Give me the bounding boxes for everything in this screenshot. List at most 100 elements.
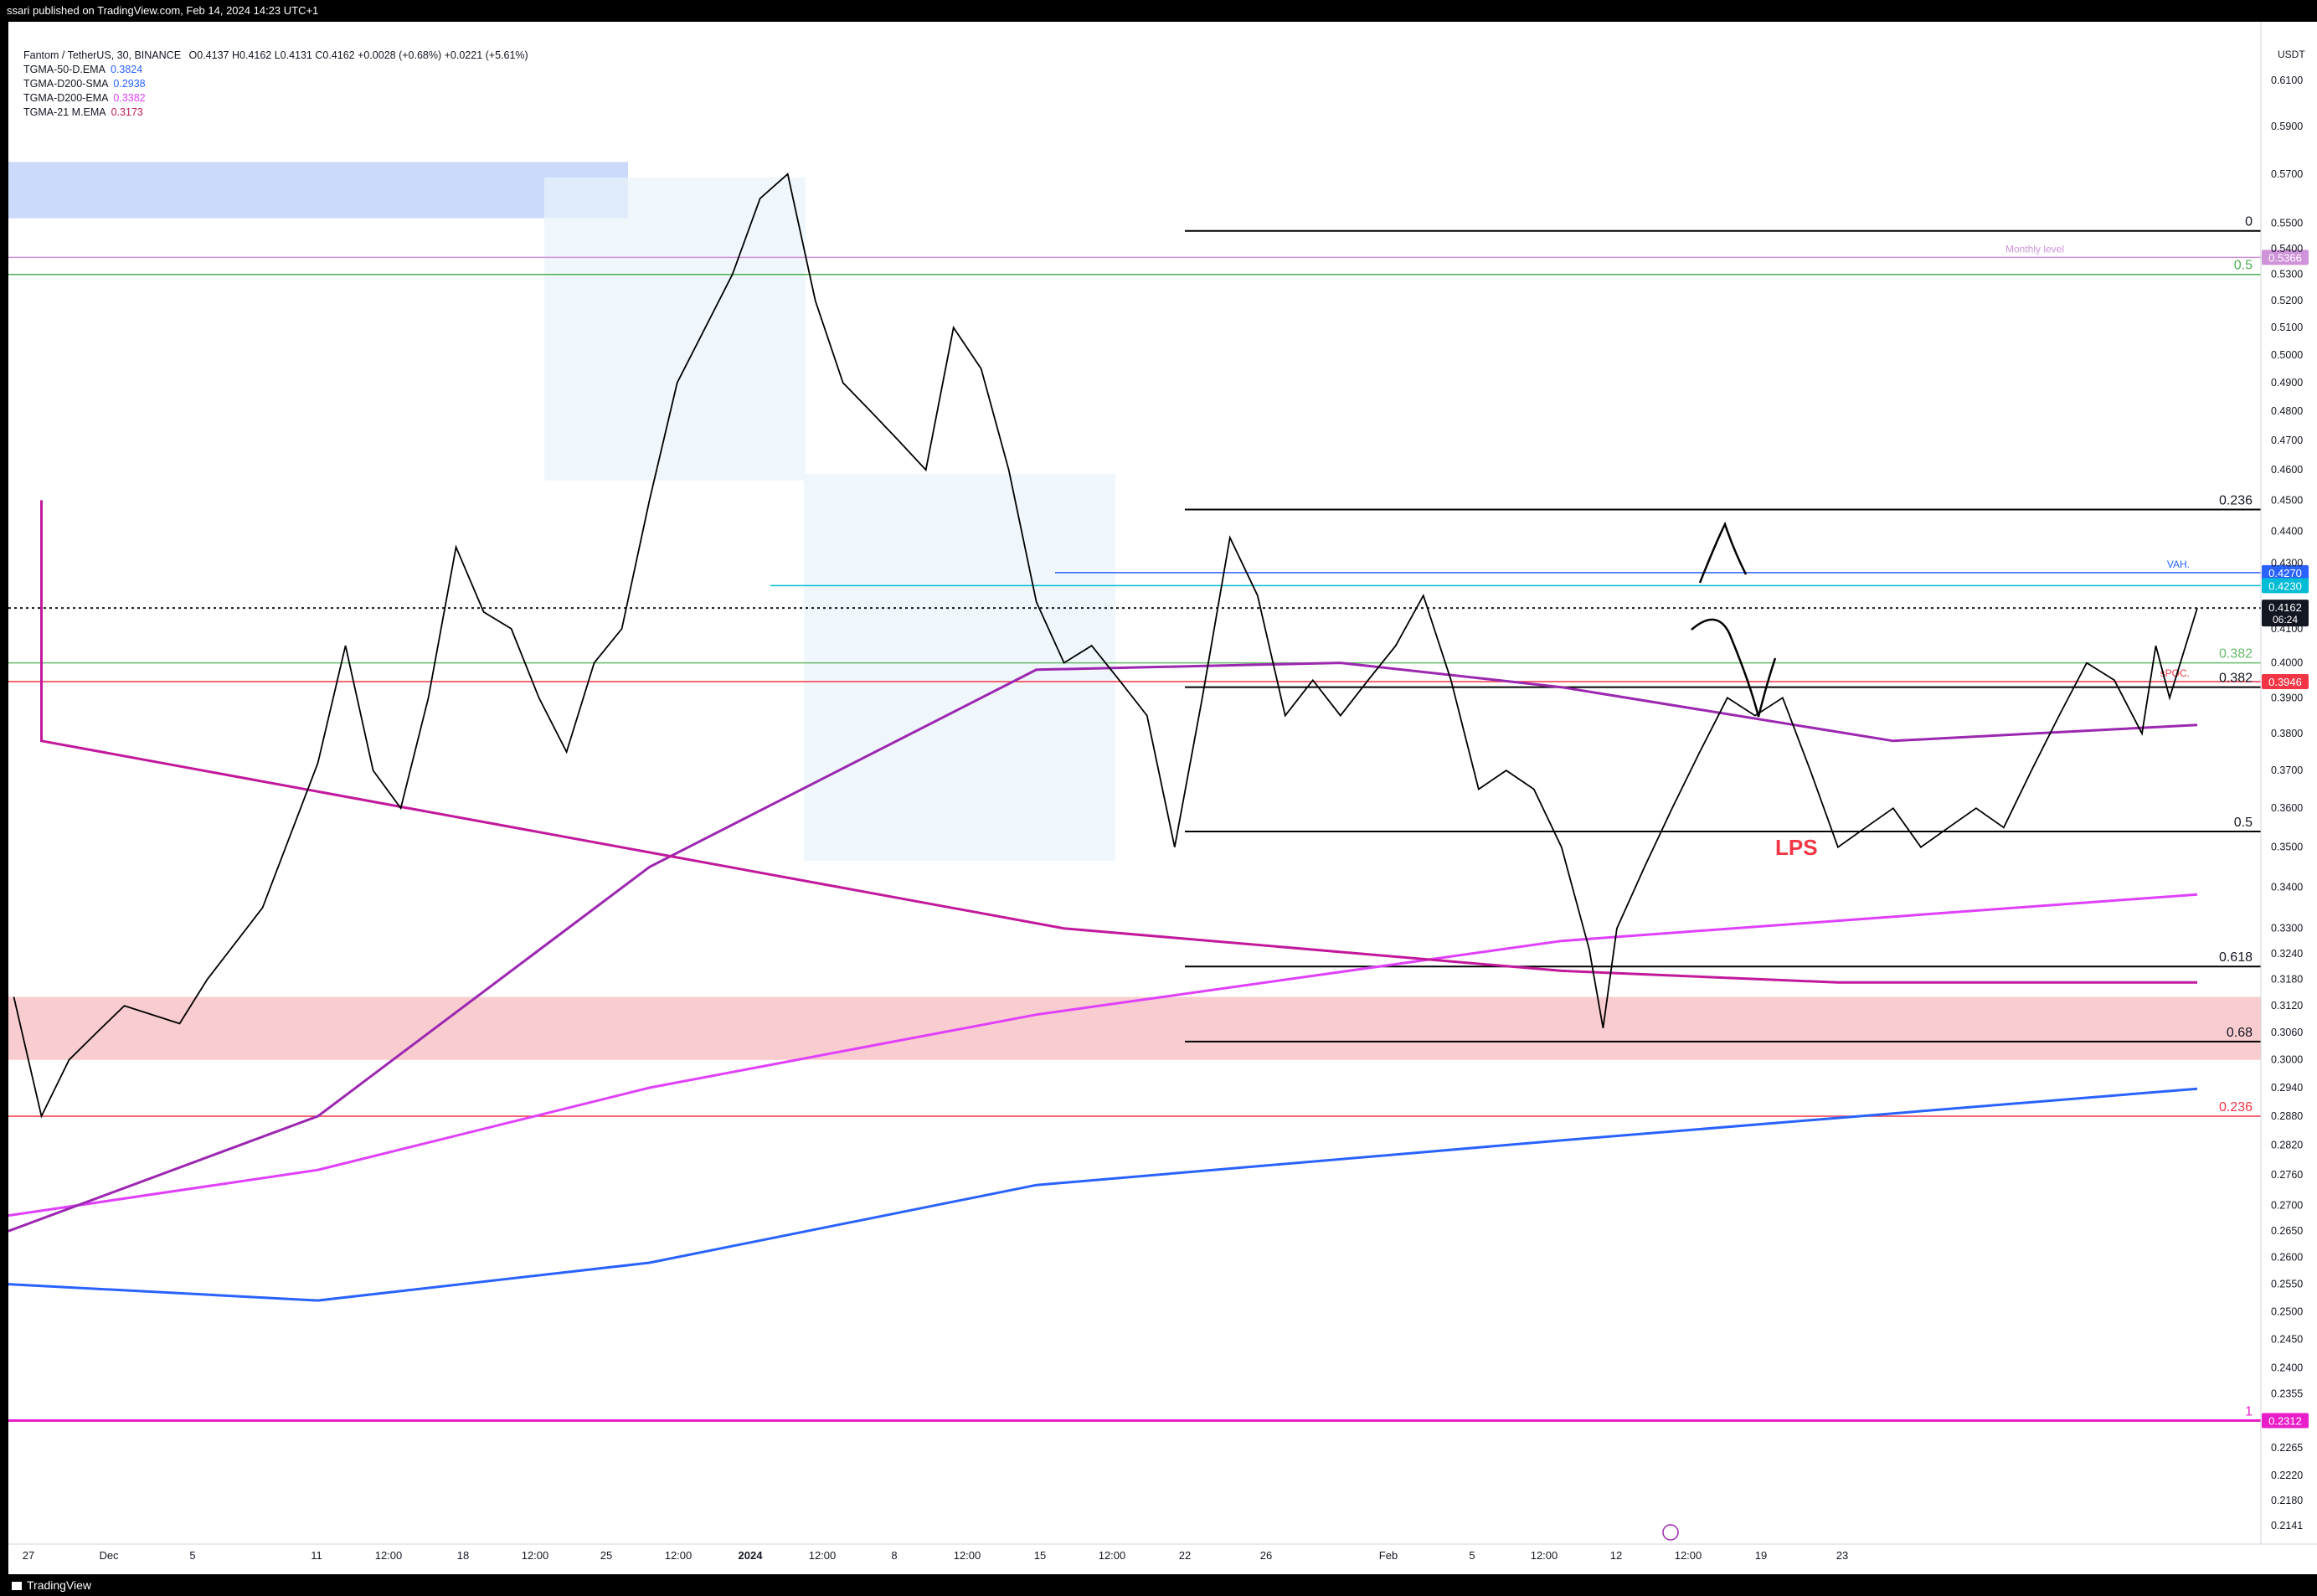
y-tick-label: 0.3300 <box>2271 923 2303 934</box>
y-tick-label: 0.2220 <box>2271 1470 2303 1481</box>
last-price-tag <box>2262 600 2309 627</box>
y-tick-label: 0.4100 <box>2271 623 2303 635</box>
chart-frame[interactable]: 0 0.5 Monthly level 0.5366 0.236 VAH. 0.4270 0.… <box>8 22 2317 1574</box>
x-tick-label: 19 <box>1755 1549 1767 1562</box>
legend-indicators: TGMA-50-D.EMA 0.3824 TGMA-D200-SMA 0.2938 TG… <box>23 63 528 120</box>
x-tick-label: 12:00 <box>954 1549 981 1562</box>
y-tick-label: 0.2450 <box>2271 1334 2303 1346</box>
ema-line <box>8 893 2198 1218</box>
zone-demand <box>8 996 2261 1060</box>
x-tick-label: 12:00 <box>375 1549 403 1562</box>
price-axis-unit: USDT <box>2278 49 2305 60</box>
x-tick-label: 12:00 <box>809 1549 837 1562</box>
ema-line <box>8 1087 2198 1302</box>
y-tick-label: 0.5300 <box>2271 269 2303 281</box>
y-tick-label: 0.2265 <box>2271 1442 2303 1454</box>
y-tick-label: 0.3240 <box>2271 948 2303 960</box>
annotation-label: LPS <box>1775 835 1818 860</box>
y-tick-label: 0.5200 <box>2271 295 2303 306</box>
x-tick-label: Dec <box>99 1549 119 1562</box>
level-label: 0.5 <box>2234 816 2253 830</box>
legend-indicator-value: 0.3173 <box>111 106 143 118</box>
y-tick-label: 0.2940 <box>2271 1082 2303 1094</box>
volume-profile-box <box>804 474 1115 861</box>
y-tick-label: 0.3800 <box>2271 728 2303 739</box>
x-tick-label: 11 <box>311 1549 322 1562</box>
y-tick-label: 0.3060 <box>2271 1027 2303 1038</box>
legend-indicator-value: 0.3824 <box>110 64 143 75</box>
y-tick-label: 0.2500 <box>2271 1305 2303 1317</box>
y-tick-label: 0.4700 <box>2271 435 2303 446</box>
x-tick-label: 2024 <box>739 1549 764 1562</box>
y-tick-label: 0.2880 <box>2271 1110 2303 1122</box>
x-tick-label: 27 <box>23 1549 34 1562</box>
y-tick-label: 0.2820 <box>2271 1140 2303 1151</box>
y-tick-label: 0.5700 <box>2271 168 2303 180</box>
level-label: VAH. <box>2167 559 2190 570</box>
y-tick-label: 0.5000 <box>2271 349 2303 361</box>
level-label: 0.382 <box>2219 647 2253 662</box>
price-tag <box>2262 578 2309 594</box>
y-tick-label: 0.2700 <box>2271 1199 2303 1211</box>
price-tag-label: 0.5366 <box>2268 251 2302 264</box>
y-tick-label: 0.2355 <box>2271 1388 2303 1400</box>
y-tick-label: 0.4900 <box>2271 377 2303 389</box>
legend-symbol-line: Fantom / TetherUS, 30, BINANCE O0.4137 H… <box>23 49 528 63</box>
price-tag <box>2262 1413 2309 1429</box>
y-tick-label: 0.4500 <box>2271 494 2303 506</box>
level-label: 0 <box>2245 215 2253 229</box>
x-tick-label: 5 <box>189 1549 195 1562</box>
volume-profile-box <box>544 178 806 481</box>
legend-ohlc: O0.4137 H0.4162 L0.4131 C0.4162 +0.0028 … <box>188 49 528 61</box>
x-tick-label: 26 <box>1260 1549 1272 1562</box>
legend-indicator-row: TGMA-21 M.EMA 0.3173 <box>23 106 528 120</box>
level-label: sPOC. <box>2160 667 2190 679</box>
y-tick-label: 0.4400 <box>2271 525 2303 537</box>
x-tick-label: 15 <box>1034 1549 1046 1562</box>
price-tag-label: 0.4270 <box>2268 567 2302 579</box>
legend-indicator-label: TGMA-50-D.EMA <box>23 64 106 75</box>
legend-indicator-row: TGMA-D200-SMA 0.2938 <box>23 77 528 91</box>
y-tick-label: 0.4300 <box>2271 557 2303 569</box>
level-label: 0.236 <box>2219 493 2253 507</box>
y-tick-label: 0.5500 <box>2271 218 2303 229</box>
y-tick-label: 0.3000 <box>2271 1054 2303 1066</box>
ema-line <box>40 500 2197 984</box>
y-tick-label: 0.3180 <box>2271 974 2303 986</box>
level-label: 1 <box>2245 1405 2253 1419</box>
x-tick-label: 12 <box>1610 1549 1622 1562</box>
legend-indicator-value: 0.2938 <box>113 78 146 90</box>
price-tag-label: 0.2312 <box>2268 1415 2302 1428</box>
level-label: 0.236 <box>2219 1100 2253 1115</box>
legend-indicator-row: TGMA-50-D.EMA 0.3824 <box>23 63 528 77</box>
level-label: 0.618 <box>2219 950 2253 965</box>
y-tick-label: 0.2180 <box>2271 1495 2303 1506</box>
legend-indicator-label: TGMA-D200-EMA <box>23 92 109 104</box>
level-label: 0.68 <box>2227 1026 2253 1040</box>
price-tag <box>2262 564 2309 580</box>
x-tick-label: 8 <box>891 1549 897 1562</box>
alert-icon[interactable] <box>1662 1524 1679 1541</box>
y-tick-label: 0.5400 <box>2271 243 2303 255</box>
projection-drawing <box>1698 521 1748 584</box>
y-tick-label: 0.3700 <box>2271 765 2303 776</box>
y-tick-label: 0.2600 <box>2271 1252 2303 1264</box>
y-tick-label: 0.4600 <box>2271 464 2303 476</box>
chart-legend: Fantom / TetherUS, 30, BINANCE O0.4137 H… <box>23 49 528 120</box>
level-label: 0.5 <box>2234 259 2253 273</box>
last-price-countdown: 06:24 <box>2273 614 2298 626</box>
y-tick-label: 0.6100 <box>2271 75 2303 86</box>
y-tick-label: 0.3500 <box>2271 842 2303 853</box>
y-tick-label: 0.3120 <box>2271 1000 2303 1012</box>
x-tick-label: Feb <box>1379 1549 1398 1562</box>
y-tick-label: 0.2550 <box>2271 1279 2303 1290</box>
legend-symbol: Fantom / TetherUS, 30, BINANCE <box>23 49 182 61</box>
y-tick-label: 0.5900 <box>2271 121 2303 132</box>
price-tag <box>2262 673 2309 689</box>
tradingview-brand: TradingView <box>27 1578 92 1592</box>
x-tick-label: 12:00 <box>1531 1549 1558 1562</box>
legend-indicator-label: TGMA-21 M.EMA <box>23 106 106 118</box>
tradingview-logo[interactable]: TradingView <box>12 1574 91 1596</box>
published-line: ssari published on TradingView.com, Feb … <box>7 4 319 17</box>
